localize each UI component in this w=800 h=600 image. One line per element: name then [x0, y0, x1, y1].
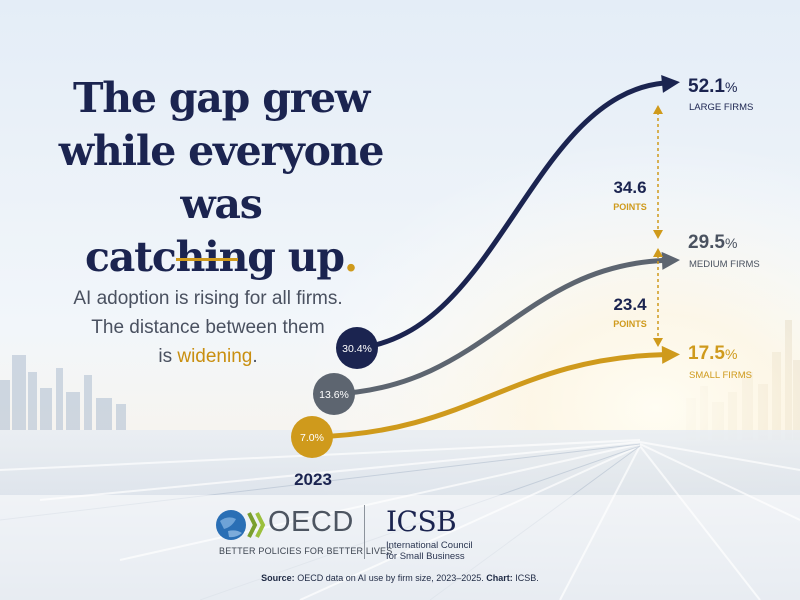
- headline-line-1: The gap grew: [72, 74, 370, 122]
- series-name-small-firms: SMALL FIRMS: [689, 370, 752, 381]
- x-axis-label-2023: 2023: [294, 470, 332, 489]
- brand-divider: [364, 505, 365, 559]
- gap-bracket-large-medium: [653, 105, 663, 239]
- series-line-large-firms: [354, 80, 667, 351]
- headline-period: .: [343, 233, 358, 281]
- start-value-small-firms: 7.0%: [300, 432, 324, 444]
- end-label-medium-firms: 29.5% MEDIUM FIRMS: [688, 232, 760, 270]
- source-note: Source: OECD data on AI use by firm size…: [261, 573, 539, 583]
- svg-text:17.5%: 17.5%: [688, 343, 737, 364]
- start-value-large-firms: 30.4%: [342, 343, 372, 355]
- arrowhead-medium-firms: [661, 251, 680, 270]
- start-marker-small-firms: 7.0%: [291, 416, 333, 458]
- icsb-wordmark: ICSB: [386, 505, 457, 538]
- series-line-small-firms: [309, 352, 667, 440]
- series-line-medium-firms: [331, 257, 667, 397]
- start-marker-large-firms: 30.4%: [336, 327, 378, 369]
- subtitle-highlight: widening: [177, 346, 253, 367]
- gap-value-large-medium: 34.6: [613, 178, 646, 197]
- icsb-fullname: International Council for Small Business: [386, 540, 473, 562]
- subtitle-line-3: is widening.: [158, 346, 258, 367]
- end-label-large-firms: 52.1% LARGE FIRMS: [688, 76, 753, 113]
- svg-text:52.1%: 52.1%: [688, 76, 737, 97]
- end-value-medium-firms: 29.5: [688, 232, 725, 253]
- gap-unit-medium-small: POINTS: [613, 319, 647, 329]
- oecd-wordmark: OECD: [268, 506, 354, 538]
- svg-text:29.5%: 29.5%: [688, 232, 737, 253]
- gap-unit-large-medium: POINTS: [613, 202, 647, 212]
- end-label-small-firms: 17.5% SMALL FIRMS: [688, 343, 752, 381]
- start-value-medium-firms: 13.6%: [319, 389, 349, 401]
- oecd-tagline: BETTER POLICIES FOR BETTER LIVES: [219, 546, 393, 556]
- oecd-logo: [216, 510, 266, 540]
- headline-line-2: while everyone was: [58, 127, 385, 228]
- series-name-large-firms: LARGE FIRMS: [689, 102, 753, 113]
- start-marker-medium-firms: 13.6%: [313, 373, 355, 415]
- headline-line-3: catching up.: [85, 233, 358, 281]
- gap-bracket-medium-small: [653, 248, 663, 347]
- headline: The gap grew while everyone was catching…: [36, 72, 406, 284]
- subtitle-line-2: The distance between them: [91, 317, 325, 338]
- end-value-large-firms: 52.1: [688, 76, 725, 97]
- gap-value-medium-small: 23.4: [613, 295, 647, 314]
- end-value-small-firms: 17.5: [688, 343, 725, 364]
- subtitle: AI adoption is rising for all firms. The…: [40, 284, 376, 371]
- arrowhead-small-firms: [661, 345, 680, 364]
- subtitle-line-1: AI adoption is rising for all firms.: [73, 288, 343, 309]
- arrowhead-large-firms: [661, 74, 680, 93]
- accent-rule: [176, 258, 238, 261]
- series-name-medium-firms: MEDIUM FIRMS: [689, 259, 760, 270]
